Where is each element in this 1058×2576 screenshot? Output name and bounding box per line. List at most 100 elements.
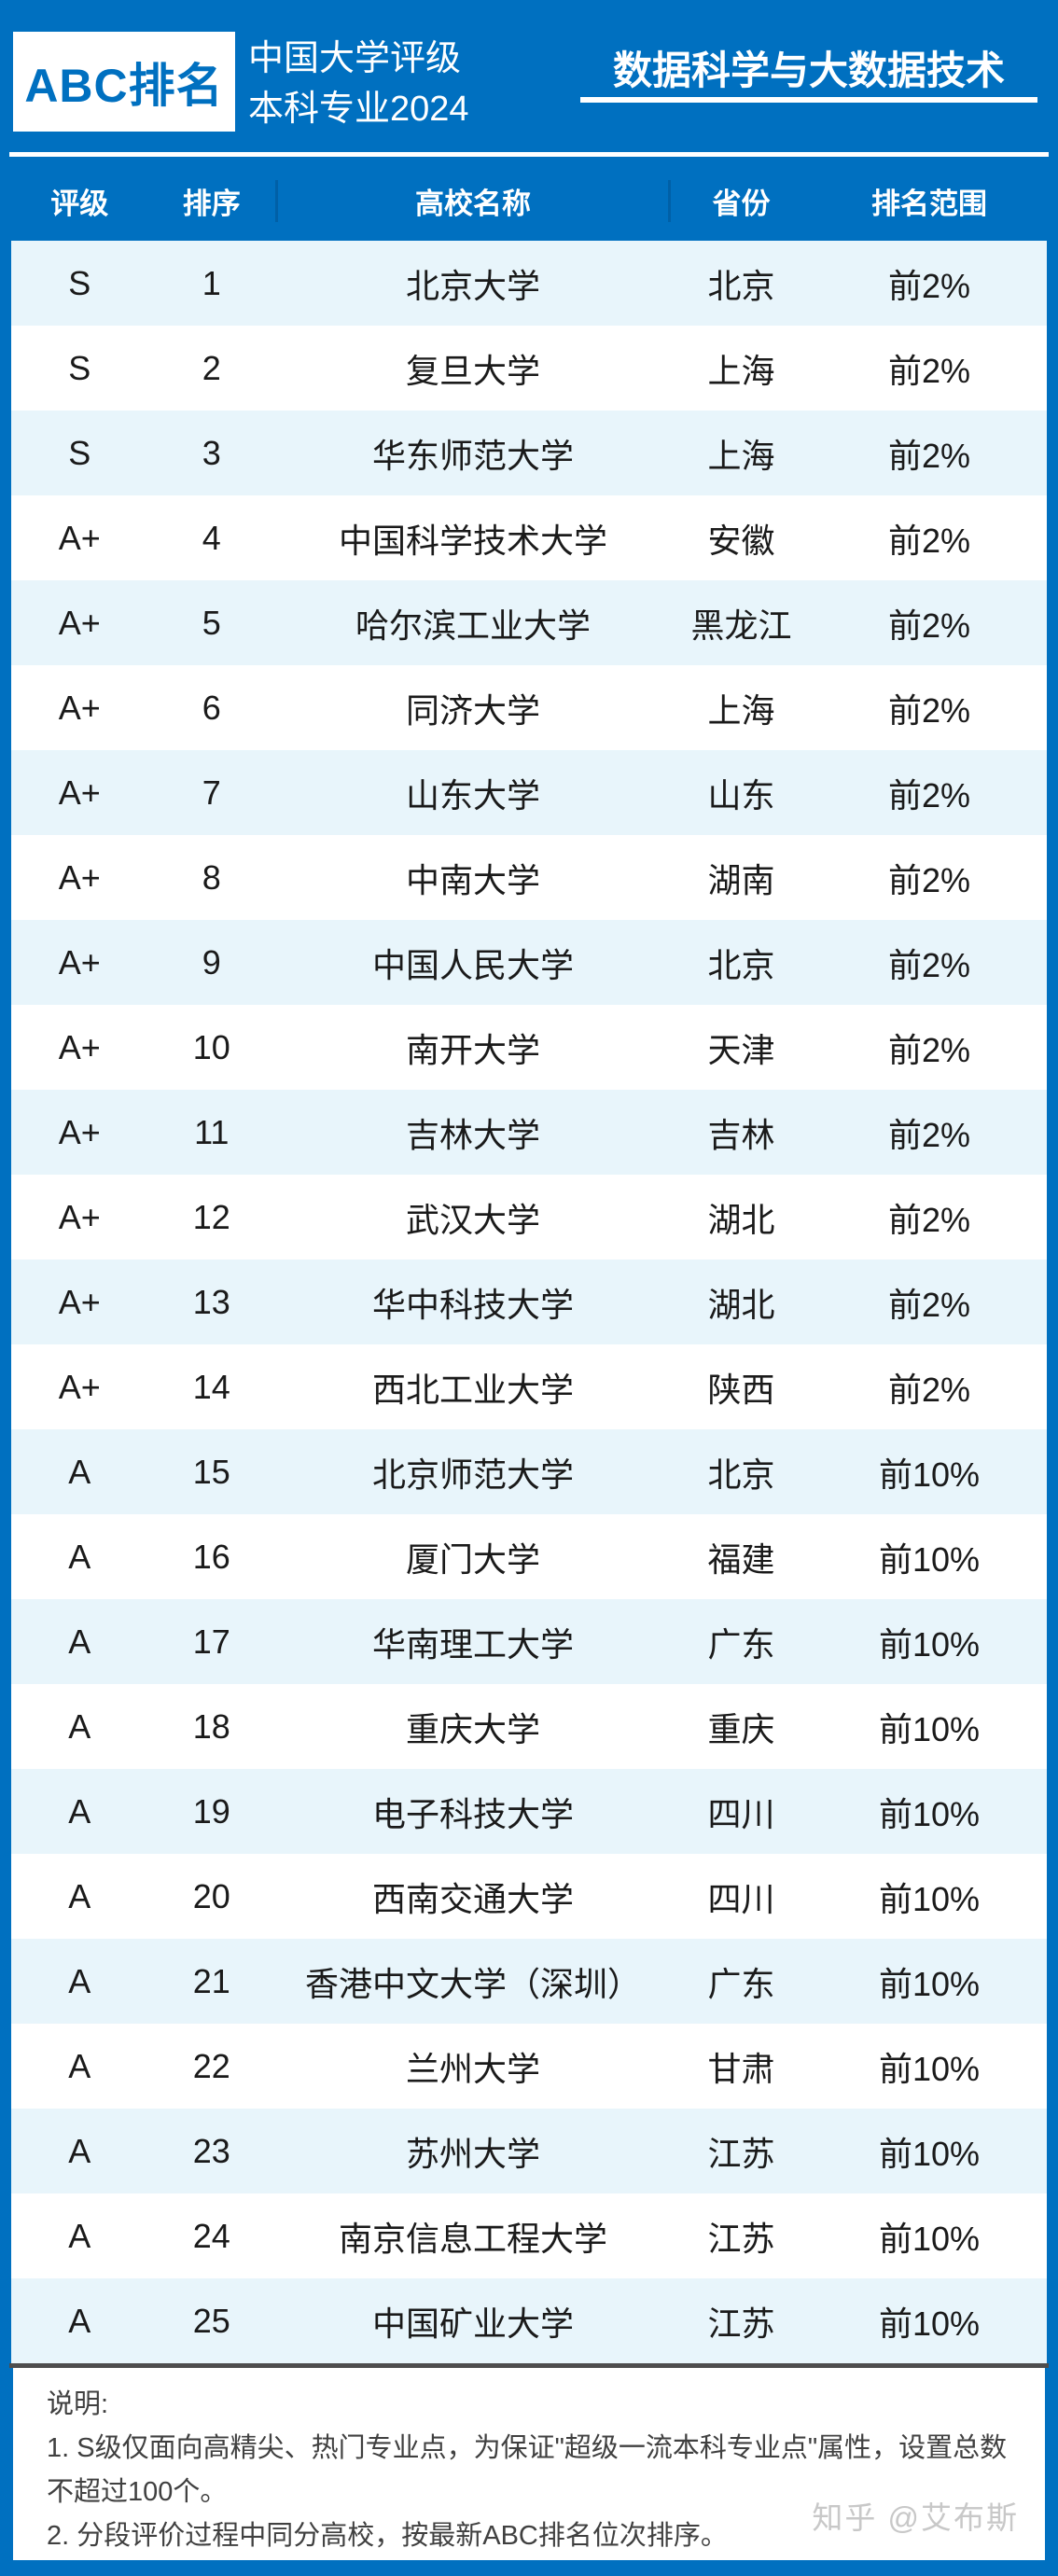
cell-rank: 21 [192,1961,230,2000]
cell-rank: 20 [192,1876,230,1915]
cell-rank-range: 前2% [887,775,970,815]
cell-rating: A [68,1622,91,1661]
cell-rating: A+ [58,942,101,982]
table-row: A+ 6 同济大学 上海 前2% [11,665,1047,750]
cell-rank: 14 [192,1367,230,1406]
cell-rating: A+ [58,688,101,727]
table-row: A 15 北京师范大学 北京 前10% [11,1429,1047,1514]
cell-rank: 18 [192,1706,230,1746]
cell-rating: A+ [58,857,101,897]
cell-rank: 9 [202,942,221,982]
cell-province: 上海 [707,351,775,390]
cell-province: 湖北 [707,1200,775,1239]
cell-university-name: 苏州大学 [406,2134,541,2173]
cell-rating: A [68,2046,91,2085]
cell-university-name: 重庆大学 [406,1709,541,1748]
cell-rank: 11 [194,1112,230,1151]
cell-rank: 2 [202,348,221,387]
cell-rank: 4 [202,518,221,557]
cell-rank-range: 前10% [878,1709,981,1748]
cell-rating: A+ [58,1367,101,1406]
cell-rating: A [68,2131,91,2170]
cell-rank-range: 前10% [878,2219,981,2258]
table-row: A+ 9 中国人民大学 北京 前2% [11,920,1047,1005]
header-divider-line [9,152,1049,157]
table-row: A+ 14 西北工业大学 陕西 前2% [11,1344,1047,1429]
cell-province: 四川 [707,1879,775,1918]
cell-province: 湖南 [707,860,775,899]
cell-rank-range: 前2% [887,1200,970,1239]
column-header-university-name: 高校名称 [275,179,672,222]
cell-rank: 6 [202,688,221,727]
cell-province: 江苏 [707,2304,775,2343]
table-row: A+ 13 华中科技大学 湖北 前2% [11,1260,1047,1344]
cell-province: 上海 [707,690,775,730]
cell-rank-range: 前2% [887,351,970,390]
table-row: A+ 11 吉林大学 吉林 前2% [11,1090,1047,1175]
cell-rating: S [68,433,91,472]
note-2: 2. 分段评价过程中同分高校，按最新ABC排名位次排序。 [47,2521,728,2551]
cell-province: 湖北 [707,1285,775,1324]
cell-university-name: 南开大学 [406,1030,541,1069]
cell-university-name: 电子科技大学 [372,1794,575,1833]
cell-university-name: 北京大学 [406,266,541,305]
cell-province: 黑龙江 [690,606,792,645]
cell-province: 北京 [707,945,775,984]
cell-province: 江苏 [707,2219,775,2258]
cell-rank-range: 前2% [887,266,970,305]
table-row: A 24 南京信息工程大学 江苏 前10% [11,2193,1047,2278]
notes-title: 说明: [47,2389,109,2419]
header-subtitle: 中国大学评级 本科专业2024 [248,34,469,134]
cell-rank-range: 前2% [887,1285,970,1324]
cell-university-name: 武汉大学 [406,1200,541,1239]
cell-rank-range: 前10% [878,2304,981,2343]
cell-rank-range: 前10% [878,1455,981,1494]
watermark: 知乎 @艾布斯 [812,2500,1019,2535]
cell-rank-range: 前2% [887,606,970,645]
cell-university-name: 西南交通大学 [372,1879,575,1918]
cell-rank: 12 [192,1197,230,1236]
table-row: A 19 电子科技大学 四川 前10% [11,1769,1047,1854]
cell-university-name: 北京师范大学 [372,1455,575,1494]
cell-rating: S [68,348,91,387]
cell-rank: 8 [202,857,221,897]
table-row: A 21 香港中文大学（深圳） 广东 前10% [11,1939,1047,2024]
cell-university-name: 华中科技大学 [372,1285,575,1324]
column-header-rating: 评级 [50,187,109,220]
cell-rank: 10 [192,1027,230,1066]
cell-province: 重庆 [707,1709,775,1748]
subtitle-line1: 中国大学评级 [248,39,462,78]
cell-rank-range: 前2% [887,945,970,984]
cell-rank-range: 前10% [878,1539,981,1579]
cell-rank: 19 [192,1791,230,1831]
cell-rank: 25 [192,2301,230,2340]
cell-rating: A [68,1452,91,1491]
cell-rank-range: 前2% [887,1370,970,1409]
table-row: A 18 重庆大学 重庆 前10% [11,1684,1047,1769]
logo-text: ABC排名 [24,59,224,112]
cell-rank: 1 [202,263,221,302]
cell-rank-range: 前10% [878,2049,981,2088]
cell-university-name: 西北工业大学 [372,1370,575,1409]
table-row: A 16 厦门大学 福建 前10% [11,1514,1047,1599]
cell-province: 上海 [707,436,775,475]
table-row: S 2 复旦大学 上海 前2% [11,326,1047,411]
cell-rating: A [68,1961,91,2000]
cell-rank: 23 [192,2131,230,2170]
cell-province: 山东 [707,775,775,815]
cell-university-name: 南京信息工程大学 [339,2219,608,2258]
cell-rank-range: 前2% [887,521,970,560]
cell-university-name: 兰州大学 [406,2049,541,2088]
abc-ranking-logo: ABC排名 [13,32,235,132]
cell-rating: A [68,1791,91,1831]
cell-rating: A [68,2301,91,2340]
cell-rating: S [68,263,91,302]
cell-rating: A [68,2216,91,2255]
notes-section: 说明: 1. S级仅面向高精尖、热门专业点，为保证"超级一流本科专业点"属性，设… [13,2368,1045,2560]
column-header-province: 省份 [712,187,771,220]
cell-province: 安徽 [707,521,775,560]
table-row: A 17 华南理工大学 广东 前10% [11,1599,1047,1684]
cell-university-name: 哈尔滨工业大学 [355,606,592,645]
cell-rank: 7 [202,773,221,812]
